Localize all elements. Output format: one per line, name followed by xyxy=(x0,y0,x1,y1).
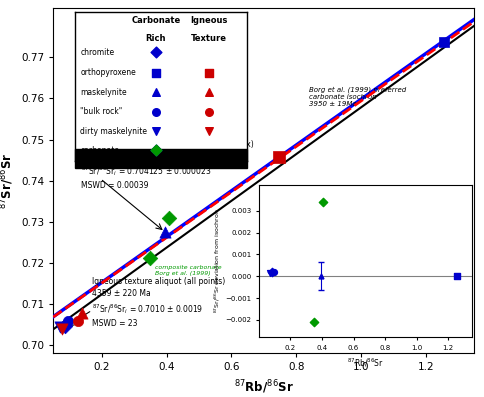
Point xyxy=(271,268,278,275)
Text: Borg et al. (1999) preferred
carbonate isochron
3950 ± 19Ma: Borg et al. (1999) preferred carbonate i… xyxy=(309,86,407,107)
Text: dirty maskelynite: dirty maskelynite xyxy=(80,127,147,135)
Text: carbonate: carbonate xyxy=(80,146,119,155)
Point xyxy=(205,89,213,96)
Point xyxy=(57,324,64,330)
Point xyxy=(205,70,213,76)
Y-axis label: $^{87}$Sr/$^{86}$Sr: $^{87}$Sr/$^{86}$Sr xyxy=(0,152,15,209)
Text: chromite: chromite xyxy=(80,48,114,57)
Text: "bulk rock": "bulk rock" xyxy=(80,107,122,116)
Text: Carbonate: Carbonate xyxy=(131,16,181,25)
Point xyxy=(266,270,274,276)
Text: composite carbonate
Borg et al. (1999): composite carbonate Borg et al. (1999) xyxy=(155,265,222,276)
Text: Igneous texture aliquot (all points)
4359 ± 220 Ma
$^{87}$Sr/$^{86}$Sr$_i$ = 0.7: Igneous texture aliquot (all points) 435… xyxy=(92,277,226,328)
Point xyxy=(152,147,160,154)
Bar xyxy=(75,149,247,168)
X-axis label: $^{87}$Rb/$^{86}$Sr: $^{87}$Rb/$^{86}$Sr xyxy=(347,357,384,369)
Point xyxy=(310,319,318,325)
Point xyxy=(161,229,169,235)
Point xyxy=(439,39,447,45)
Point xyxy=(147,254,154,261)
Point xyxy=(205,128,213,134)
Y-axis label: $^{87}$Sr/$^{86}$Sr deviation from isochron: $^{87}$Sr/$^{86}$Sr deviation from isoch… xyxy=(213,209,223,313)
Text: Igneous: Igneous xyxy=(190,16,228,25)
Point xyxy=(166,215,173,222)
Point xyxy=(74,318,81,324)
Text: Carbonate rich aliquot (mask, chromite, opx)
3951 ± 22 Ma
$^{87}$Sr/$^{86}$Sr$_i: Carbonate rich aliquot (mask, chromite, … xyxy=(81,139,254,190)
Point xyxy=(78,310,86,316)
Text: Texture: Texture xyxy=(191,34,227,43)
Text: maskelynite: maskelynite xyxy=(80,88,127,97)
Point xyxy=(64,318,72,324)
Point xyxy=(269,268,276,275)
Point xyxy=(152,128,160,134)
Text: orthopyroxene: orthopyroxene xyxy=(80,68,136,77)
Point xyxy=(205,108,213,115)
Point xyxy=(152,89,160,96)
X-axis label: $^{87}$Rb/$^{86}$Sr: $^{87}$Rb/$^{86}$Sr xyxy=(234,378,294,395)
Point xyxy=(453,273,461,279)
Text: Rich: Rich xyxy=(146,34,166,43)
Point xyxy=(319,199,327,205)
Point xyxy=(59,326,66,332)
Point xyxy=(275,154,283,160)
Point xyxy=(152,108,160,115)
Point xyxy=(152,147,160,154)
Point xyxy=(60,323,68,330)
Point xyxy=(152,49,160,55)
Point xyxy=(152,70,160,76)
